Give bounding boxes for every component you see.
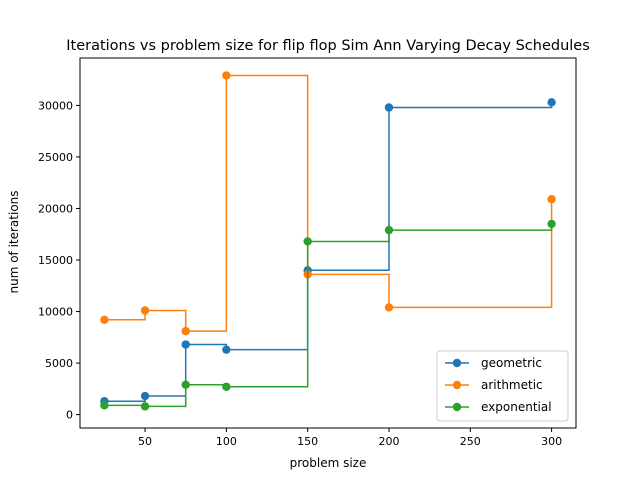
data-point-geometric bbox=[384, 103, 394, 112]
series-arithmetic bbox=[100, 71, 556, 336]
x-tick-label: 300 bbox=[541, 435, 562, 448]
series-exponential bbox=[100, 219, 556, 411]
data-point-geometric bbox=[140, 391, 150, 401]
data-point-exponential bbox=[547, 219, 556, 229]
legend-item-exponential: exponential bbox=[445, 400, 552, 414]
data-point-arithmetic bbox=[547, 194, 556, 204]
legend-box bbox=[436, 350, 569, 422]
series-layer bbox=[100, 71, 556, 411]
legend: geometric arithmetic exponential bbox=[436, 350, 569, 422]
y-tick-label: 25000 bbox=[38, 151, 73, 164]
data-point-exponential bbox=[384, 225, 394, 235]
legend-item-geometric: geometric bbox=[445, 356, 542, 370]
plot-frame bbox=[79, 57, 577, 429]
y-tick-label: 5000 bbox=[45, 357, 73, 370]
data-point-exponential bbox=[222, 382, 231, 391]
data-point-arithmetic bbox=[222, 71, 231, 80]
y-tick-label: 0 bbox=[66, 409, 73, 422]
y-axis: 0 5000 10000 15000 20000 25000 30000 bbox=[38, 99, 80, 422]
y-tick-label: 15000 bbox=[38, 254, 73, 267]
legend-item-arithmetic: arithmetic bbox=[445, 378, 543, 392]
data-point-geometric bbox=[222, 345, 231, 354]
legend-label: arithmetic bbox=[481, 378, 543, 392]
data-point-exponential bbox=[140, 402, 150, 411]
x-tick-label: 50 bbox=[138, 435, 152, 448]
data-point-exponential bbox=[100, 401, 109, 410]
x-tick-label: 150 bbox=[297, 435, 318, 448]
data-point-arithmetic bbox=[140, 306, 150, 315]
y-tick-label: 20000 bbox=[38, 202, 73, 215]
y-tick-label: 30000 bbox=[38, 99, 73, 112]
legend-label: geometric bbox=[481, 356, 542, 370]
data-point-arithmetic bbox=[384, 303, 394, 312]
x-tick-label: 100 bbox=[216, 435, 237, 448]
data-point-exponential bbox=[303, 237, 312, 246]
legend-marker bbox=[452, 358, 462, 368]
x-tick-label: 200 bbox=[378, 435, 399, 448]
x-axis-label: problem size bbox=[290, 456, 367, 470]
data-point-geometric bbox=[547, 98, 556, 107]
legend-label: exponential bbox=[481, 400, 552, 414]
legend-marker bbox=[452, 402, 462, 412]
legend-marker bbox=[452, 380, 462, 390]
x-tick-label: 250 bbox=[460, 435, 481, 448]
y-tick-label: 10000 bbox=[38, 306, 73, 319]
data-point-arithmetic bbox=[100, 315, 109, 324]
y-axis-label: num of iterations bbox=[7, 190, 21, 293]
data-point-exponential bbox=[181, 380, 190, 389]
x-axis: 50 100 150 200 250 300 bbox=[138, 428, 562, 448]
data-point-arithmetic bbox=[181, 326, 190, 336]
data-point-geometric bbox=[181, 340, 190, 349]
series-geometric bbox=[100, 98, 556, 406]
series-line-arithmetic bbox=[104, 74, 553, 332]
chart-title: Iterations vs problem size for flip flop… bbox=[66, 38, 590, 54]
